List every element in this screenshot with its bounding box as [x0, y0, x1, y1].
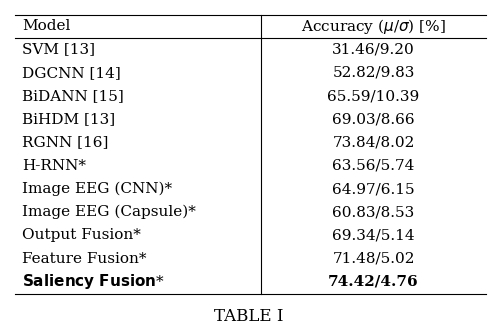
Text: 71.48/5.02: 71.48/5.02: [332, 252, 415, 266]
Text: BiDANN [15]: BiDANN [15]: [22, 89, 124, 103]
Text: DGCNN [14]: DGCNN [14]: [22, 66, 121, 80]
Text: 60.83/8.53: 60.83/8.53: [332, 205, 415, 219]
Text: Output Fusion*: Output Fusion*: [22, 229, 141, 242]
Text: 63.56/5.74: 63.56/5.74: [332, 159, 415, 173]
Text: 73.84/8.02: 73.84/8.02: [332, 135, 415, 150]
Text: Image EEG (Capsule)*: Image EEG (Capsule)*: [22, 205, 196, 219]
Text: 69.34/5.14: 69.34/5.14: [332, 229, 415, 242]
Text: 69.03/8.66: 69.03/8.66: [332, 112, 415, 126]
Text: Model: Model: [22, 19, 71, 33]
Text: Image EEG (CNN)*: Image EEG (CNN)*: [22, 182, 172, 196]
Text: RGNN [16]: RGNN [16]: [22, 135, 109, 150]
Text: 64.97/6.15: 64.97/6.15: [332, 182, 415, 196]
Text: 65.59/10.39: 65.59/10.39: [327, 89, 420, 103]
Text: Feature Fusion*: Feature Fusion*: [22, 252, 147, 266]
Text: 31.46/9.20: 31.46/9.20: [332, 43, 415, 57]
Text: Accuracy ($\mu$/$\sigma$) [%]: Accuracy ($\mu$/$\sigma$) [%]: [301, 17, 446, 36]
Text: BiHDM [13]: BiHDM [13]: [22, 112, 116, 126]
Text: H-RNN*: H-RNN*: [22, 159, 87, 173]
Text: 74.42/4.76: 74.42/4.76: [328, 275, 419, 289]
Text: TABLE I: TABLE I: [214, 308, 284, 325]
Text: SVM [13]: SVM [13]: [22, 43, 96, 57]
Text: 52.82/9.83: 52.82/9.83: [332, 66, 415, 80]
Text: $\mathbf{Saliency\ Fusion}$*: $\mathbf{Saliency\ Fusion}$*: [22, 273, 165, 292]
